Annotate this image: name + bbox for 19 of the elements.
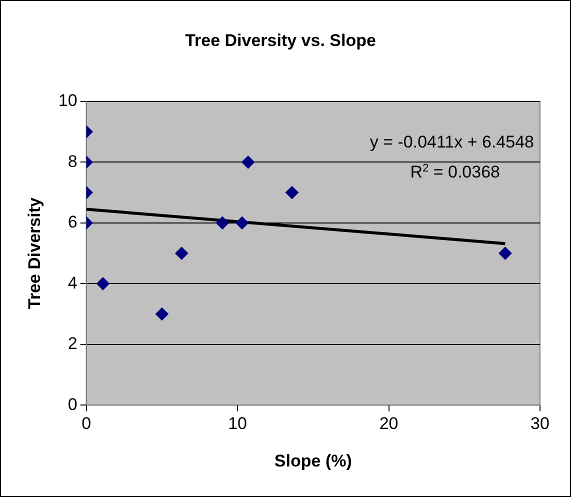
y-tick-label: 0	[68, 394, 78, 414]
x-axis-title: Slope (%)	[274, 451, 352, 470]
y-tick-label: 8	[68, 152, 78, 171]
x-tick-label: 10	[228, 414, 247, 434]
y-tick-label: 2	[68, 334, 78, 354]
point	[242, 156, 255, 169]
point	[285, 186, 298, 200]
x-tick-label: 20	[379, 414, 398, 434]
chart-title: Tree Diversity vs. Slope	[185, 30, 376, 50]
y-tick-label: 10	[58, 91, 78, 110]
point	[236, 216, 249, 230]
x-tick-label: 30	[530, 414, 550, 434]
y-axis-title: Tree Diversity	[24, 197, 44, 310]
y-tick-label: 4	[68, 273, 78, 292]
annotation: y = -0.0411x + 6.4548	[370, 132, 534, 152]
point	[216, 216, 229, 230]
x-tick-label: 0	[82, 414, 92, 434]
y-tick-label: 6	[68, 212, 78, 232]
point	[175, 246, 188, 260]
